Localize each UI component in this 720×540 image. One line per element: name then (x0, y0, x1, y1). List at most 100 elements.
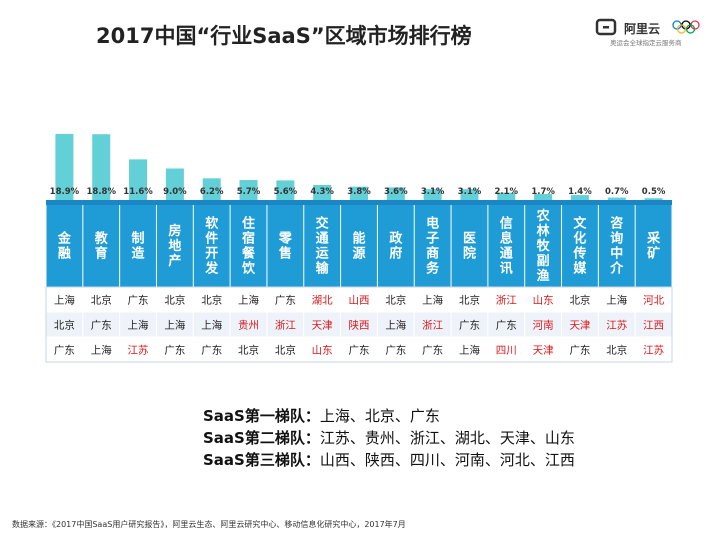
region-cell-0-11: 北京 (459, 294, 480, 307)
region-cell-2-15: 北京 (606, 344, 627, 357)
cell-bg-0-16 (634, 286, 673, 313)
tier-3-name: SaaS第三梯队： (203, 451, 320, 469)
cell-bg-1-1 (82, 311, 121, 338)
header-cell-4 (193, 205, 230, 287)
bar-15 (607, 197, 626, 200)
region-cell-0-15: 上海 (606, 294, 627, 307)
region-cell-2-16: 江苏 (643, 344, 664, 357)
value-label-8: 3.8% (347, 187, 371, 197)
region-cell-1-8: 陕西 (349, 319, 370, 332)
header-cell-15 (598, 205, 635, 287)
tier-2: SaaS第二梯队：江苏、贵州、浙江、湖北、天津、山东 (203, 427, 575, 449)
category-label-2: 制造 (132, 231, 146, 262)
cell-bg-0-14 (561, 286, 599, 313)
bar-13 (534, 194, 553, 200)
bar-14 (570, 195, 589, 200)
cell-bg-2-11 (450, 336, 489, 363)
value-label-6: 5.6% (274, 187, 298, 197)
header-cell-0 (46, 205, 83, 287)
header-cell-1 (83, 205, 120, 287)
value-label-11: 3.1% (458, 187, 482, 197)
tier-2-name: SaaS第二梯队： (203, 429, 320, 447)
tier-2-members: 江苏、贵州、浙江、湖北、天津、山东 (319, 429, 575, 447)
value-label-9: 3.6% (384, 187, 408, 197)
industry-saas-chart: 18.9%金融上海北京广东18.8%教育北京广东上海11.6%制造广东上海江苏9… (45, 133, 673, 363)
cell-bg-1-0 (45, 311, 84, 338)
cell-bg-1-11 (450, 311, 489, 338)
tier-1: SaaS第一梯队：上海、北京、广东 (203, 405, 575, 427)
bar-2 (129, 159, 148, 200)
region-cell-1-10: 浙江 (422, 320, 443, 332)
category-label-10: 电子商务 (426, 216, 440, 277)
cell-bg-0-9 (376, 286, 415, 313)
region-cell-2-8: 广东 (349, 344, 370, 357)
cell-bg-1-13 (524, 311, 563, 338)
tier-1-members: 上海、北京、广东 (319, 407, 440, 425)
value-label-5: 5.7% (237, 187, 261, 197)
cell-bg-0-6 (266, 286, 305, 313)
region-cell-2-2: 江苏 (128, 344, 149, 357)
region-cell-0-12: 浙江 (496, 295, 517, 307)
header-cell-3 (156, 205, 193, 287)
region-cell-2-0: 广东 (54, 344, 75, 357)
data-source-note: 数据来源：《2017中国SaaS用户研究报告》，阿里云生态、阿里云研究中心、移动… (12, 520, 406, 529)
value-label-14: 1.4% (568, 187, 592, 197)
region-cell-1-2: 上海 (128, 319, 149, 332)
header-cell-6 (267, 205, 304, 287)
cell-bg-1-3 (155, 311, 194, 338)
value-label-10: 3.1% (421, 187, 445, 197)
value-label-3: 9.0% (163, 187, 187, 197)
cell-bg-1-5 (229, 311, 268, 338)
bar-12 (497, 192, 516, 200)
bar-4 (202, 178, 221, 200)
region-cell-0-3: 北京 (164, 294, 185, 307)
cell-bg-2-13 (524, 336, 563, 363)
region-cell-0-6: 广东 (275, 294, 296, 307)
bar-16 (644, 198, 663, 200)
region-cell-2-9: 广东 (385, 344, 406, 357)
value-label-0: 18.9% (50, 187, 80, 197)
region-cell-1-7: 天津 (312, 320, 333, 332)
tier-list: SaaS第一梯队：上海、北京、广东 SaaS第二梯队：江苏、贵州、浙江、湖北、天… (203, 405, 575, 471)
category-label-14: 文化传媒 (572, 216, 587, 277)
value-label-13: 1.7% (531, 187, 555, 197)
cell-bg-0-12 (487, 286, 526, 313)
bar-10 (423, 189, 442, 200)
tier-3: SaaS第三梯队：山西、陕西、四川、河南、河北、江西 (203, 449, 575, 471)
region-cell-1-1: 广东 (91, 319, 112, 332)
category-label-15: 咨询中介 (609, 216, 624, 277)
region-cell-2-1: 上海 (91, 344, 112, 357)
bar-11 (460, 189, 479, 200)
region-cell-1-0: 北京 (54, 319, 75, 332)
value-label-2: 11.6% (123, 187, 153, 197)
region-cell-0-9: 北京 (385, 294, 406, 307)
header-cell-8 (341, 205, 377, 287)
bar-9 (386, 187, 405, 200)
axis-strip (46, 200, 672, 205)
cell-bg-0-5 (229, 286, 268, 313)
cell-bg-2-12 (487, 336, 526, 363)
header-cell-7 (304, 205, 341, 287)
header-cell-16 (635, 205, 672, 287)
cell-bg-2-14 (561, 336, 599, 363)
tier-3-members: 山西、陕西、四川、河南、河北、江西 (319, 451, 575, 469)
cell-bg-0-1 (82, 286, 121, 313)
cell-bg-2-3 (155, 336, 194, 363)
region-cell-0-5: 上海 (238, 294, 259, 307)
region-cell-2-7: 山东 (312, 344, 333, 357)
aliyun-logo (595, 18, 700, 36)
bar-7 (313, 184, 332, 200)
value-label-4: 6.2% (200, 187, 224, 197)
value-label-16: 0.5% (642, 187, 666, 197)
category-label-12: 信息通讯 (500, 216, 513, 277)
category-label-3: 房地产 (168, 223, 181, 269)
cell-bg-1-4 (192, 311, 231, 338)
cell-bg-2-1 (82, 336, 121, 363)
region-cell-0-10: 上海 (422, 294, 443, 307)
region-cell-1-14: 天津 (569, 320, 590, 332)
cell-bg-0-4 (192, 286, 231, 313)
cell-bg-2-16 (634, 336, 673, 363)
region-cell-0-8: 山西 (349, 295, 370, 307)
cell-bg-0-15 (597, 286, 636, 313)
bar-5 (239, 180, 258, 200)
